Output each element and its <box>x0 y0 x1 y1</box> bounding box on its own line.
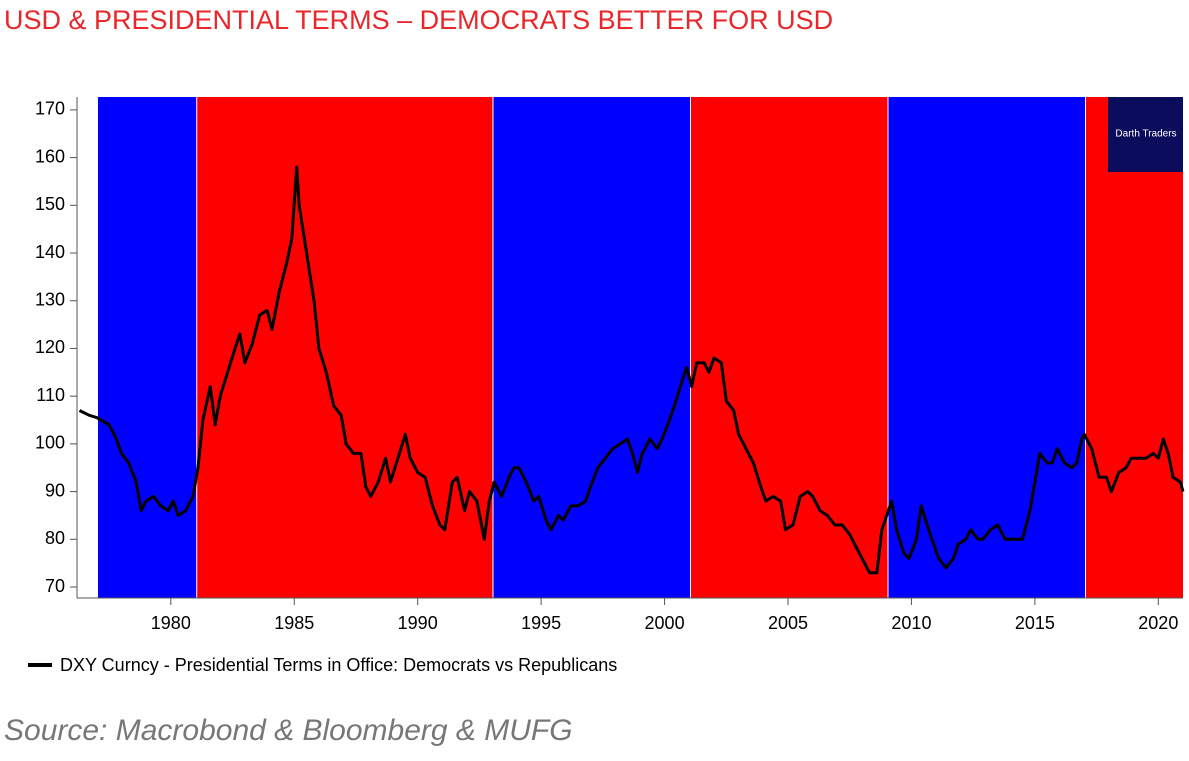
y-tick-label: 80 <box>45 528 65 548</box>
series-line <box>78 165 1185 575</box>
x-tick-label: 1985 <box>274 613 314 633</box>
x-tick-label: 1980 <box>151 613 191 633</box>
x-tick-label: 2000 <box>645 613 685 633</box>
chart-title: USD & PRESIDENTIAL TERMS – DEMOCRATS BET… <box>4 5 833 35</box>
y-tick-label: 110 <box>36 385 65 405</box>
term-band <box>1085 97 1183 598</box>
x-tick-label: 2015 <box>1015 613 1055 633</box>
term-band <box>196 97 493 598</box>
term-band <box>492 97 691 598</box>
legend-label: DXY Curncy - Presidential Terms in Offic… <box>60 655 617 675</box>
x-tick-label: 1995 <box>521 613 561 633</box>
term-band <box>690 97 888 598</box>
x-tick-label: 2010 <box>891 613 931 633</box>
y-tick-label: 70 <box>45 576 65 596</box>
x-tick-label: 2020 <box>1138 613 1178 633</box>
source-note: Source: Macrobond & Bloomberg & MUFG <box>4 714 573 747</box>
y-tick-label: 160 <box>35 146 65 166</box>
y-tick-label: 100 <box>35 433 65 453</box>
watermark: Darth Traders <box>1115 129 1176 140</box>
y-tick-label: 140 <box>35 242 65 262</box>
y-tick-label: 90 <box>45 480 65 500</box>
watermark-box <box>1108 97 1183 172</box>
x-tick-label: 2005 <box>768 613 808 633</box>
y-tick-label: 150 <box>35 194 65 214</box>
x-tick-label: 1990 <box>398 613 438 633</box>
y-tick-label: 170 <box>35 99 65 119</box>
y-tick-label: 130 <box>35 289 65 309</box>
y-tick-label: 120 <box>35 337 65 357</box>
term-band <box>97 97 197 598</box>
